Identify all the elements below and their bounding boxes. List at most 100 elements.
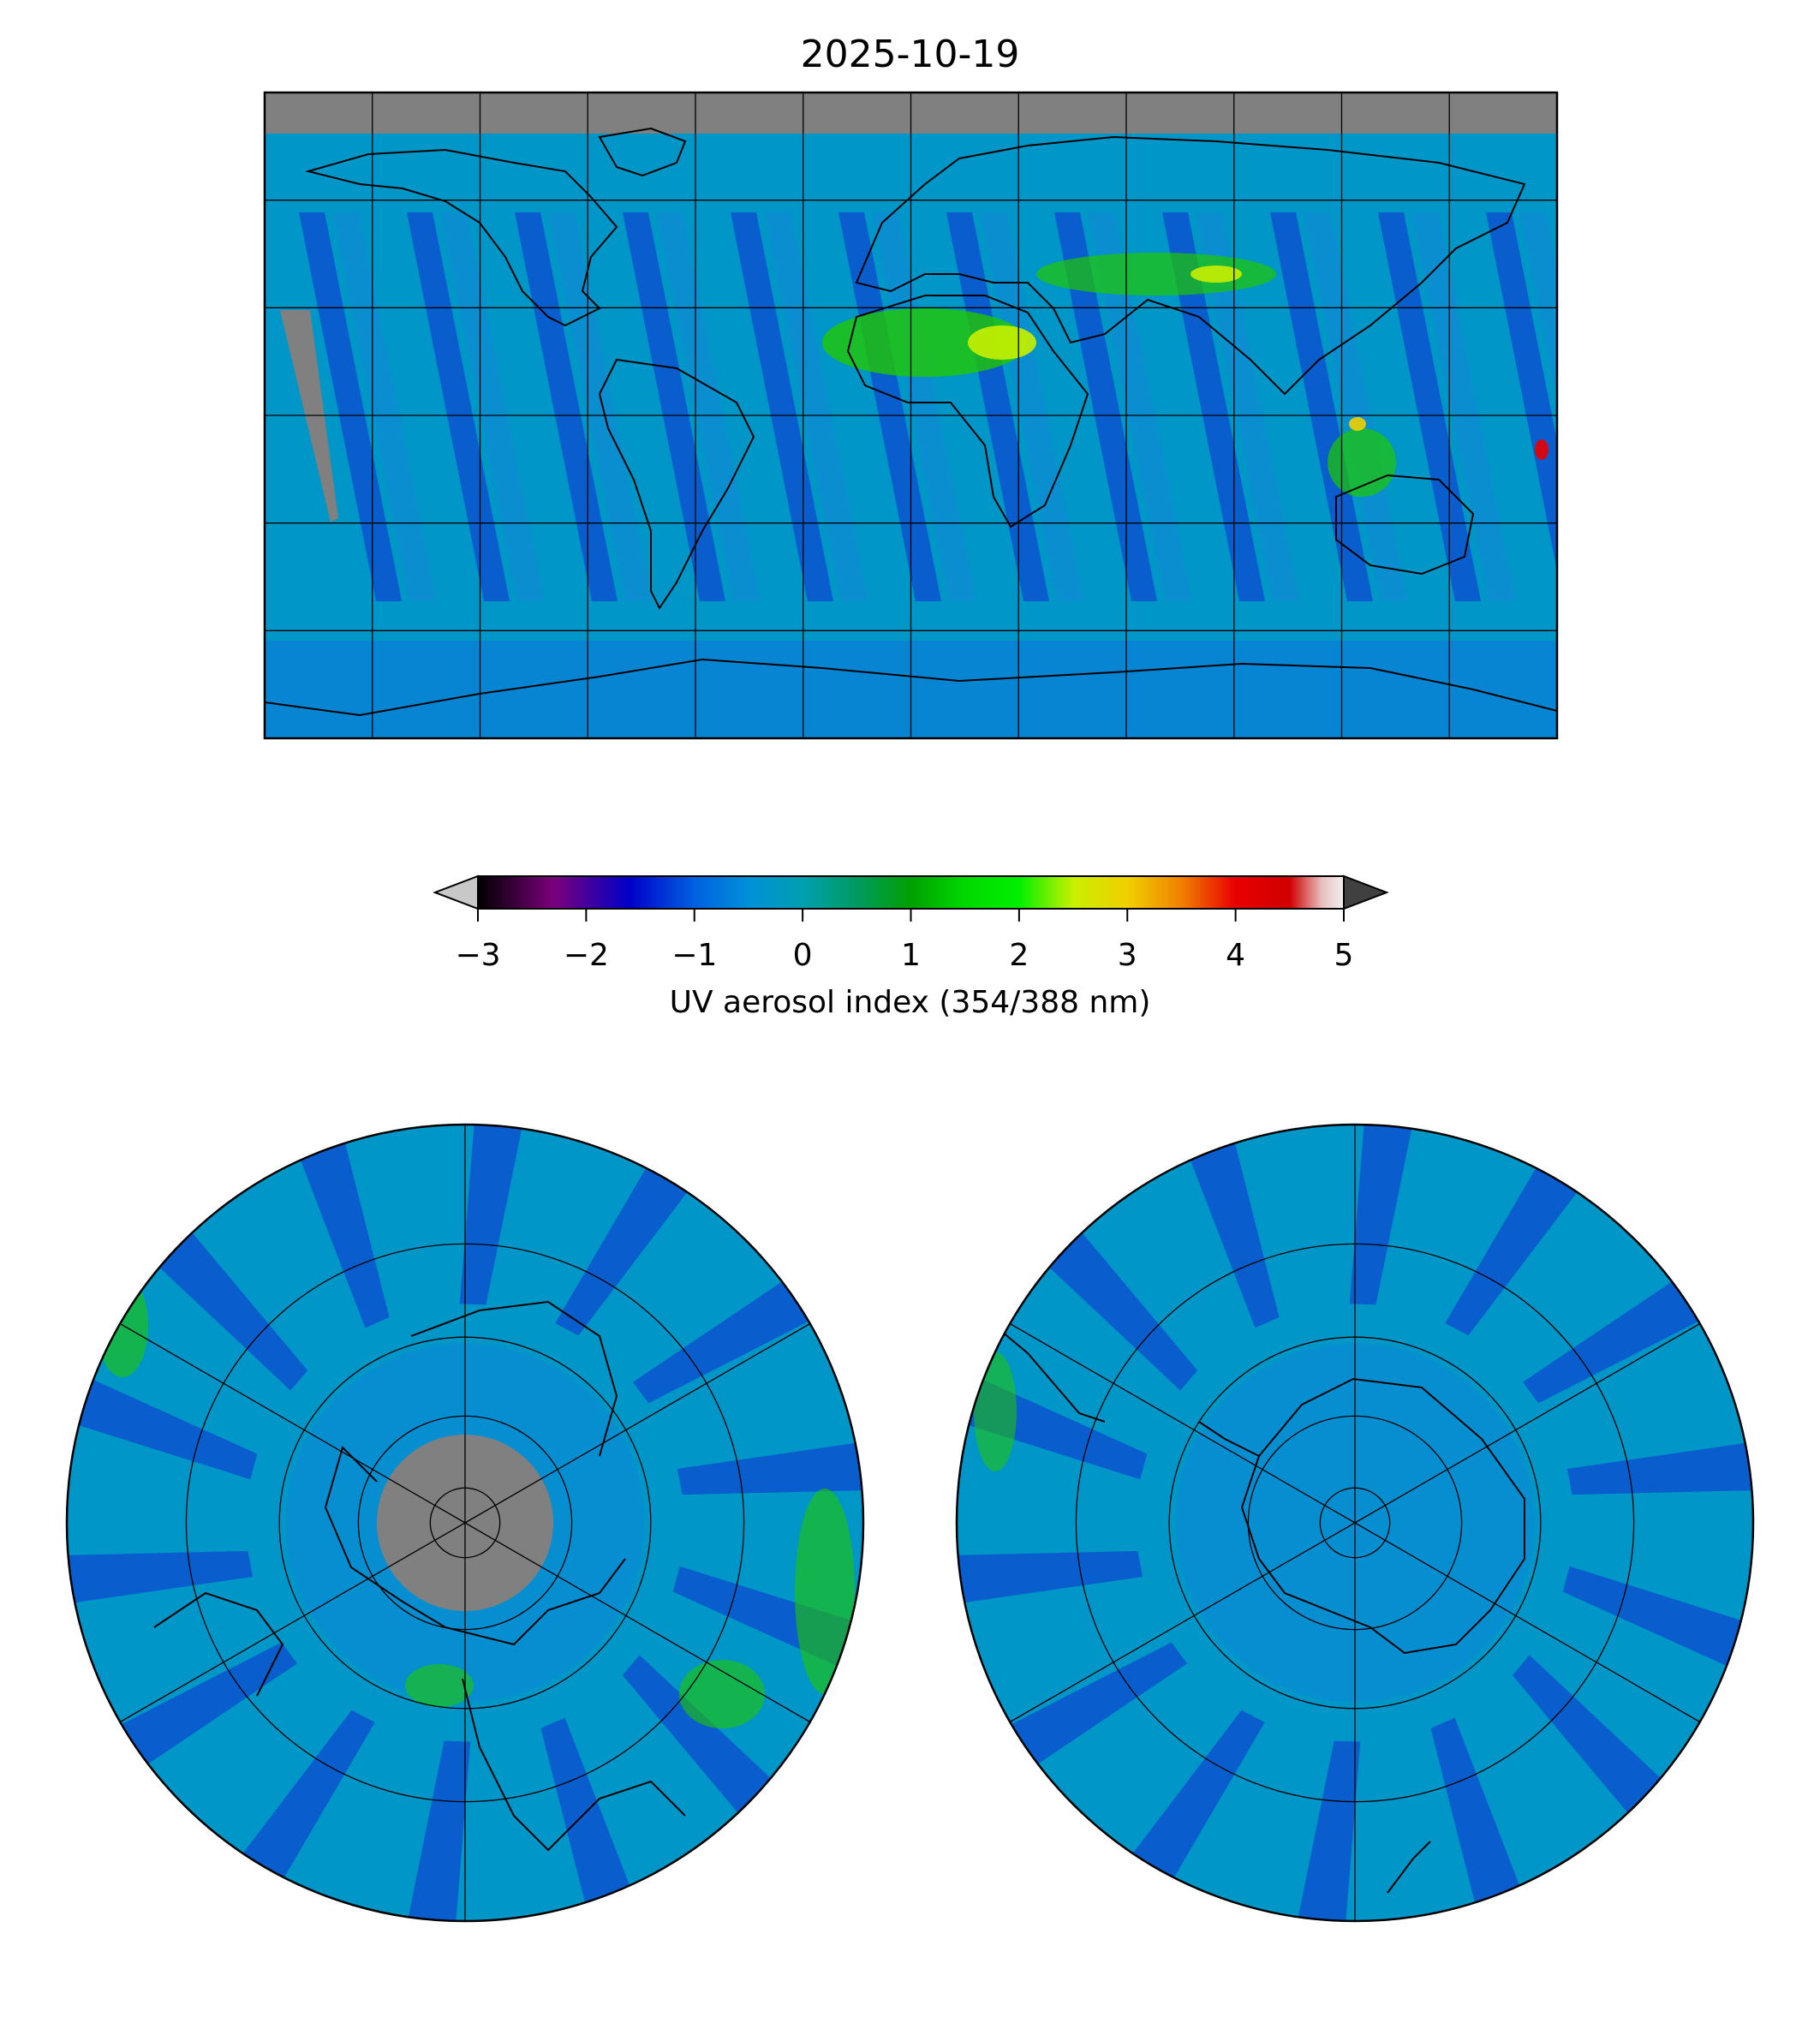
meridian-line	[1009, 1322, 1356, 1524]
orbit-swath	[838, 212, 941, 601]
orbit-swath	[1523, 1270, 1716, 1404]
aerosol-plume	[795, 1489, 855, 1694]
orbit-swath	[293, 1125, 390, 1328]
orbit-swath	[981, 212, 1083, 601]
coastline-antarctic-peninsula	[1198, 1421, 1260, 1457]
south-aerosol-plumes	[974, 1352, 1017, 1471]
colorbar-tick-label: −3	[455, 938, 501, 973]
orbit-swath	[407, 212, 510, 601]
orbit-swath	[1120, 1710, 1265, 1895]
coastline-south-america	[598, 358, 755, 610]
meridian-line	[1009, 1522, 1356, 1723]
colorbar-tick-label: −1	[671, 938, 718, 973]
orbit-swath	[67, 1371, 258, 1480]
north-map-frame	[65, 1123, 865, 1923]
meridian-line	[1354, 1522, 1701, 1723]
map-frame	[263, 91, 1559, 740]
orbit-swath	[1196, 212, 1299, 601]
orbit-swath	[145, 1217, 308, 1391]
orbit-swath	[1270, 212, 1373, 601]
orbit-swath	[1304, 212, 1407, 601]
coastline-eurasia-arctic	[324, 1446, 626, 1646]
south-gridlines	[1009, 1125, 1701, 1921]
orbit-swath	[765, 212, 868, 601]
orbit-swath	[946, 212, 1049, 601]
colorbar-tick-label: 4	[1226, 938, 1246, 973]
colorbar-tick-label: 1	[901, 938, 921, 973]
coastline-east-asia	[153, 1591, 284, 1697]
aerosol-plume	[822, 308, 1028, 377]
south-polar-map	[955, 1123, 1755, 1923]
map-gridlines	[265, 92, 1557, 738]
north-polar-map	[65, 1123, 865, 1923]
orbit-swath	[1349, 1125, 1416, 1305]
figure-title: 2025-10-19	[800, 33, 1020, 76]
orbit-swath	[333, 212, 436, 601]
orbit-swath	[540, 1717, 637, 1921]
colorbar-tick-label: 0	[792, 938, 813, 973]
orbit-swath	[1294, 1740, 1361, 1921]
orbit-swath	[1378, 212, 1481, 601]
orbit-swath	[623, 212, 725, 601]
coastline-north-america-arctic	[410, 1300, 618, 1457]
orbit-swath	[549, 212, 652, 601]
coastlines	[265, 127, 1557, 717]
orbit-swath	[657, 212, 760, 601]
orbit-swath	[1566, 1440, 1753, 1495]
aerosol-plume	[974, 1352, 1017, 1471]
aerosol-plume	[1349, 417, 1366, 431]
aerosol-plumes	[822, 253, 1548, 497]
colorbar-tick-label: 5	[1334, 938, 1354, 973]
orbit-swath	[555, 1150, 700, 1336]
coastline-antarctica-south	[1240, 1377, 1525, 1655]
colorbar-tick-marks	[477, 909, 1345, 922]
orbit-swath	[459, 1125, 526, 1305]
orbit-swath	[1412, 212, 1515, 601]
north-gridlines	[119, 1125, 811, 1921]
aerosol-plume	[1190, 266, 1242, 283]
coastline-greenland	[598, 127, 687, 177]
orbit-swath	[731, 212, 833, 601]
coastline-australia	[1335, 474, 1475, 576]
colorbar-tick-label: 2	[1009, 938, 1029, 973]
colorbar-gradient	[477, 875, 1345, 910]
aerosol-plume	[1036, 253, 1276, 295]
aerosol-plume	[679, 1660, 765, 1728]
orbit-swath	[404, 1740, 471, 1921]
orbit-swath	[633, 1270, 826, 1404]
orbit-swath	[1486, 212, 1557, 571]
orbit-swath	[1183, 1125, 1280, 1328]
orbit-swath	[1512, 1655, 1675, 1829]
coastline-antarctica	[265, 658, 1557, 717]
orbit-swath	[230, 1710, 375, 1895]
orbit-swath	[677, 1440, 863, 1495]
orbit-swath	[1089, 212, 1191, 601]
north-coastlines	[153, 1300, 686, 1852]
meridian-line	[464, 1522, 811, 1723]
orbit-swath	[957, 1550, 1143, 1606]
meridian-line	[119, 1522, 466, 1723]
aerosol-plume	[1535, 439, 1548, 460]
coastline-north-america	[305, 148, 618, 327]
orbit-swath	[1054, 212, 1157, 601]
coastline-new-zealand	[1387, 1841, 1431, 1894]
south-map-frame	[955, 1123, 1755, 1923]
orbit-swath	[1035, 1217, 1198, 1391]
aerosol-plume	[405, 1664, 474, 1707]
coastline-africa	[846, 295, 1089, 528]
colorbar-tick-label: −2	[563, 938, 609, 973]
orbit-swath	[1162, 212, 1265, 601]
aerosol-plume	[97, 1274, 148, 1377]
orbit-swath	[441, 212, 544, 601]
coastline-eurasia	[855, 135, 1526, 396]
orbit-swath	[1445, 1150, 1590, 1336]
aerosol-plume	[968, 325, 1036, 360]
coastline-europe	[462, 1678, 686, 1852]
orbit-swath	[299, 212, 402, 601]
meridian-line	[1354, 1322, 1701, 1524]
meridian-line	[464, 1322, 811, 1524]
orbit-swath	[1562, 1566, 1753, 1674]
colorbar-under-extension	[433, 874, 479, 910]
orbit-swath	[1520, 212, 1557, 398]
